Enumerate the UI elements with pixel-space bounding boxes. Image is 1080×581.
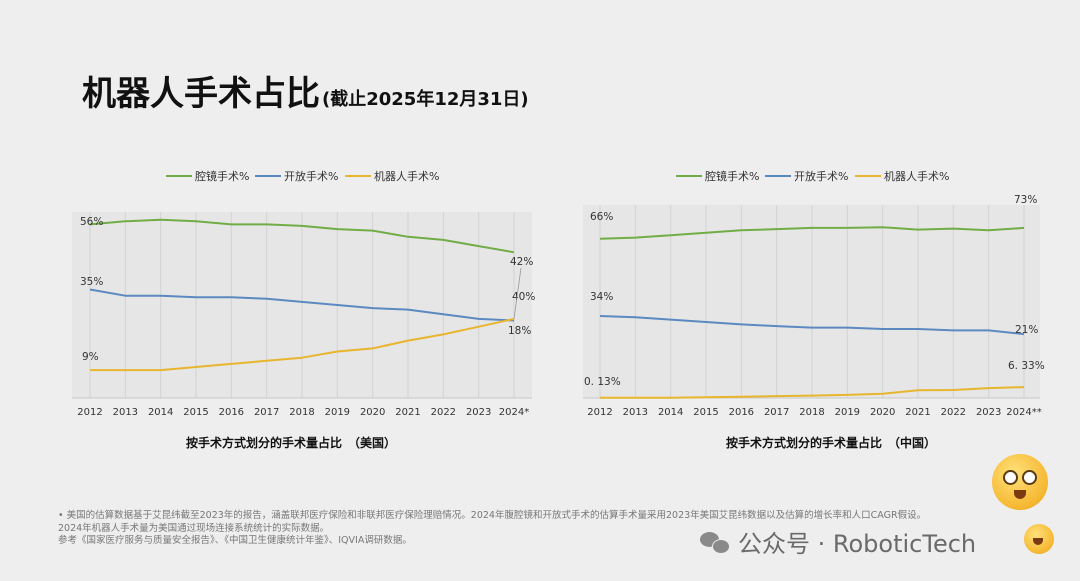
cn-x-tick-label: 2024** (1006, 407, 1041, 418)
cn-x-tick-label: 2016 (729, 407, 754, 418)
cn-legend-label-open: 开放手术% (794, 169, 848, 183)
us-series-laparoscopic-line (89, 218, 515, 254)
chart-us-caption: 按手术方式划分的手术量占比 （美国） (186, 436, 397, 450)
us-data-label-open: 18% (508, 325, 531, 337)
cn-series-laparoscopic-line (599, 226, 1025, 240)
us-series-open-line (89, 288, 515, 322)
us-x-tick-label: 2019 (325, 407, 350, 418)
cn-x-tick-label: 2020 (870, 407, 895, 418)
cn-x-tick-label: 2018 (799, 407, 824, 418)
us-legend-label-open: 开放手术% (284, 169, 338, 183)
cn-data-label-laparoscopic: 73% (1014, 194, 1037, 206)
us-data-label-laparoscopic: 56% (80, 216, 103, 228)
us-legend-label-laparoscopic: 腔镜手术% (195, 169, 249, 183)
us-x-tick-label: 2024* (499, 407, 529, 418)
footnotes: • 美国的估算数据基于艾昆纬截至2023年的报告，涵盖联邦医疗保险和非联邦医疗保… (58, 510, 1038, 548)
cn-x-tick-label: 2012 (587, 407, 612, 418)
footnote-line: 2024年机器人手术量为美国通过现场连接系统统计的实际数据。 (58, 522, 330, 534)
us-data-label-robotic: 42% (510, 256, 533, 268)
watermark-text: 公众号 · RoboticTech (738, 530, 977, 558)
cn-x-tick-label: 2019 (835, 407, 860, 418)
cn-data-label-laparoscopic: 66% (590, 211, 613, 223)
cn-x-tick-label: 2023 (976, 407, 1001, 418)
cn-x-tick-label: 2017 (764, 407, 789, 418)
footnote-line: • 美国的估算数据基于艾昆纬截至2023年的报告，涵盖联邦医疗保险和非联邦医疗保… (58, 510, 927, 521)
us-x-tick-label: 2018 (289, 407, 314, 418)
chart-cn-caption: 按手术方式划分的手术量占比 （中国） (726, 436, 937, 450)
emoji-face-icon (992, 454, 1048, 510)
cn-x-tick-label: 2015 (693, 407, 718, 418)
us-series-robotic-line (90, 317, 515, 372)
cn-legend-label-robotic: 机器人手术% (884, 169, 949, 183)
us-data-label-robotic: 9% (82, 351, 99, 363)
wechat-icon (700, 530, 730, 554)
cn-legend-label-laparoscopic: 腔镜手术% (705, 169, 759, 183)
cn-data-label-open: 21% (1015, 324, 1038, 336)
page-title: 机器人手术占比 (截止2025年12月31日) (82, 66, 529, 115)
us-label-leader-line (513, 267, 522, 320)
us-x-tick-label: 2021 (395, 407, 420, 418)
us-x-tick-label: 2017 (254, 407, 279, 418)
us-x-tick-label: 2013 (113, 407, 138, 418)
cn-x-tick-label: 2022 (941, 407, 966, 418)
cn-series-open-line (599, 315, 1025, 336)
us-x-tick-label: 2022 (431, 407, 456, 418)
cn-series-robotic-line (600, 386, 1025, 399)
footnote-line: 参考《国家医疗服务与质量安全报告》、《中国卫生健康统计年鉴》、IQVIA调研数据… (58, 535, 412, 547)
title-subtitle: (截止2025年12月31日) (322, 89, 529, 110)
cn-x-tick-label: 2013 (623, 407, 648, 418)
cn-x-tick-label: 2014 (658, 407, 683, 418)
title-main: 机器人手术占比 (82, 74, 320, 114)
us-x-tick-label: 2015 (183, 407, 208, 418)
emoji-face-icon (1024, 524, 1054, 554)
cn-x-tick-label: 2021 (905, 407, 930, 418)
cn-data-label-robotic: 0. 13% (584, 376, 621, 388)
us-data-label-open: 35% (80, 276, 103, 288)
us-data-label-laparoscopic: 40% (512, 291, 535, 303)
cn-data-label-open: 34% (590, 291, 613, 303)
us-x-tick-label: 2014 (148, 407, 173, 418)
us-x-tick-label: 2012 (77, 407, 102, 418)
us-x-tick-label: 2023 (466, 407, 491, 418)
watermark: 公众号 · RoboticTech (700, 524, 976, 559)
cn-data-label-robotic: 6. 33% (1008, 360, 1045, 372)
us-x-tick-label: 2016 (219, 407, 244, 418)
us-legend-label-robotic: 机器人手术% (374, 169, 439, 183)
us-x-tick-label: 2020 (360, 407, 385, 418)
